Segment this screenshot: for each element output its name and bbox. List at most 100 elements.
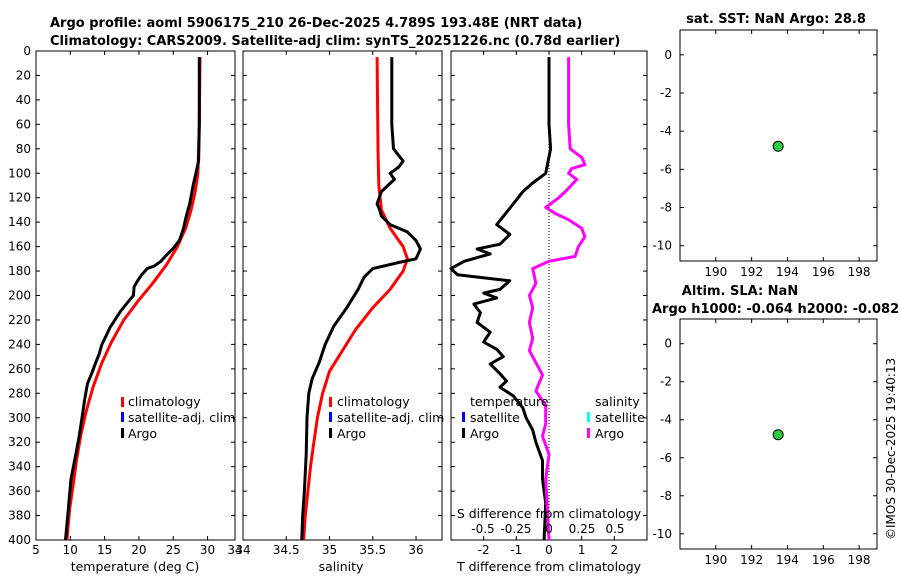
x-tick-label: 34 (227, 543, 242, 557)
temperature-x-ticks: 5 10 15 20 25 30 34 (32, 50, 243, 557)
sla-title: Altim. SLA: NaN (682, 284, 798, 299)
series-line-t-argo (449, 57, 553, 541)
y-tick-label: 300 (8, 411, 31, 425)
y-tick-label: -8 (660, 201, 672, 215)
temperature-xlabel: temperature (deg C) (71, 559, 200, 574)
top-tick-label: -0.25 (500, 522, 531, 536)
series-line-argo (64, 57, 201, 541)
y-tick-label: -2 (660, 86, 672, 100)
x-tick-label: 196 (812, 553, 835, 567)
x-tick-label: 192 (740, 265, 763, 279)
legend-climatology-swatch (121, 397, 124, 407)
difference-panel: -2 -1 0 1 2 T difference from climatology S … (449, 50, 648, 574)
y-tick-label: 240 (8, 337, 31, 351)
difference-xlabel: T difference from climatology (456, 559, 642, 574)
sla-ticks: 190 192 194 196 198 0 -2 -4 -6 -8 -10 (652, 319, 877, 567)
sst-markers (772, 140, 784, 152)
x-tick-label: 198 (848, 553, 871, 567)
series-line-climatology (302, 57, 409, 541)
x-tick-label: 5 (32, 543, 40, 557)
x-tick-label: 194 (776, 265, 799, 279)
y-tick-label: -10 (652, 527, 672, 541)
salinity-axes-box (242, 50, 443, 541)
sst-ticks: 190 192 194 196 198 0 -2 -4 -6 -8 -10 (652, 30, 877, 279)
legend-satellite-label: satellite (470, 410, 520, 425)
x-tick-label: 190 (704, 553, 727, 567)
legend-argo-label: Argo (128, 426, 157, 441)
y-tick-label: 0 (23, 44, 31, 58)
y-tick-label: 160 (8, 240, 31, 254)
x-tick-label: 1 (578, 543, 586, 557)
salinity-x-ticks: 34 34.5 35 35.5 36 (235, 50, 442, 557)
y-tick-label: -8 (660, 489, 672, 503)
series-line-climatology (65, 57, 202, 541)
temperature-lines (64, 57, 202, 541)
y-tick-label: 360 (8, 484, 31, 498)
legend-argo-label: Argo (337, 426, 366, 441)
y-tick-label: -10 (652, 239, 672, 253)
sla-subtitle: Argo h1000: -0.064 h2000: -0.082 (652, 302, 899, 317)
y-tick-label: 400 (8, 533, 31, 547)
legend-climatology-label: climatology (128, 394, 201, 409)
y-tick-label: -4 (660, 124, 672, 138)
x-tick-label: 25 (166, 543, 181, 557)
y-tick-label: 340 (8, 460, 31, 474)
temperature-legend: climatology satellite-adj. clim Argo (121, 394, 235, 441)
argo-position-marker (772, 429, 784, 441)
legend-temperature-title: temperature (470, 394, 549, 409)
y-tick-label: 0 (664, 337, 672, 351)
legend-satellite-label: satellite-adj. clim (337, 410, 444, 425)
legend-argo-swatch (121, 428, 124, 438)
y-tick-label: 380 (8, 509, 31, 523)
y-tick-label: 80 (16, 142, 31, 156)
legend-climatology-label: climatology (337, 394, 410, 409)
y-tick-label: 320 (8, 435, 31, 449)
y-tick-label: 140 (8, 215, 31, 229)
legend-climatology-swatch (329, 397, 332, 407)
y-tick-label: -2 (660, 375, 672, 389)
difference-lines (449, 57, 587, 541)
y-tick-label: 60 (16, 117, 31, 131)
salinity-lines (300, 57, 422, 541)
x-tick-label: 34 (235, 543, 250, 557)
x-tick-label: 35.5 (359, 543, 386, 557)
legend-satellite-swatch (587, 412, 590, 422)
y-tick-label: 180 (8, 264, 31, 278)
difference-top-xlabel: S difference from climatology (457, 506, 642, 521)
difference-legend-temperature: temperature satellite Argo (462, 394, 549, 441)
y-tick-label: 0 (664, 48, 672, 62)
legend-satellite-swatch (329, 412, 332, 422)
title-line2: Climatology: CARS2009. Satellite-adj cli… (50, 34, 620, 49)
sla-markers (772, 429, 784, 441)
y-tick-label: -4 (660, 413, 672, 427)
top-tick-labels: -0.5 -0.25 0 0.25 0.5 (471, 522, 624, 536)
sst-title: sat. SST: NaN Argo: 28.8 (686, 12, 866, 27)
difference-legend-salinity: salinity satellite Argo (587, 394, 645, 441)
legend-salinity-title: salinity (595, 394, 640, 409)
top-tick-label: 0.5 (605, 522, 624, 536)
depth-tick-labels: 0 20 40 60 80 100 120 140 160 180 200 220 240 260 280 3… (8, 44, 31, 547)
x-tick-label: 198 (848, 265, 871, 279)
sst-panel: 190 192 194 196 198 0 -2 -4 -6 -8 -10 (652, 29, 878, 279)
y-tick-label: 260 (8, 362, 31, 376)
x-tick-label: 194 (776, 553, 799, 567)
top-tick-label: -0.5 (471, 522, 494, 536)
legend-argo-swatch (462, 428, 465, 438)
x-tick-label: 196 (812, 265, 835, 279)
top-tick-label: 0.25 (569, 522, 596, 536)
y-tick-label: 100 (8, 166, 31, 180)
x-tick-label: 2 (611, 543, 619, 557)
temperature-panel: 0 20 40 60 80 100 120 140 160 180 200 220 240 260 280 3… (8, 44, 243, 574)
difference-x-ticks: -2 -1 0 1 2 (451, 50, 647, 557)
x-tick-label: 30 (200, 543, 215, 557)
y-tick-label: 40 (16, 93, 31, 107)
y-tick-label: -6 (660, 162, 672, 176)
legend-satellite-label: satellite-adj. clim (128, 410, 235, 425)
salinity-panel: 34 34.5 35 35.5 36 salinity climatology sate… (235, 50, 444, 574)
temperature-axes-box (35, 50, 236, 541)
legend-argo-swatch (587, 428, 590, 438)
sst-axes-box (679, 29, 878, 262)
title-line1: Argo profile: aoml 5906175_210 26-Dec-20… (50, 16, 582, 31)
legend-satellite-label: satellite (595, 410, 645, 425)
